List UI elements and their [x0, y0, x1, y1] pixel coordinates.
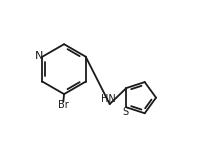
Text: S: S	[122, 107, 128, 117]
Text: Br: Br	[58, 100, 69, 110]
Text: HN: HN	[101, 94, 115, 104]
Text: N: N	[35, 51, 44, 60]
